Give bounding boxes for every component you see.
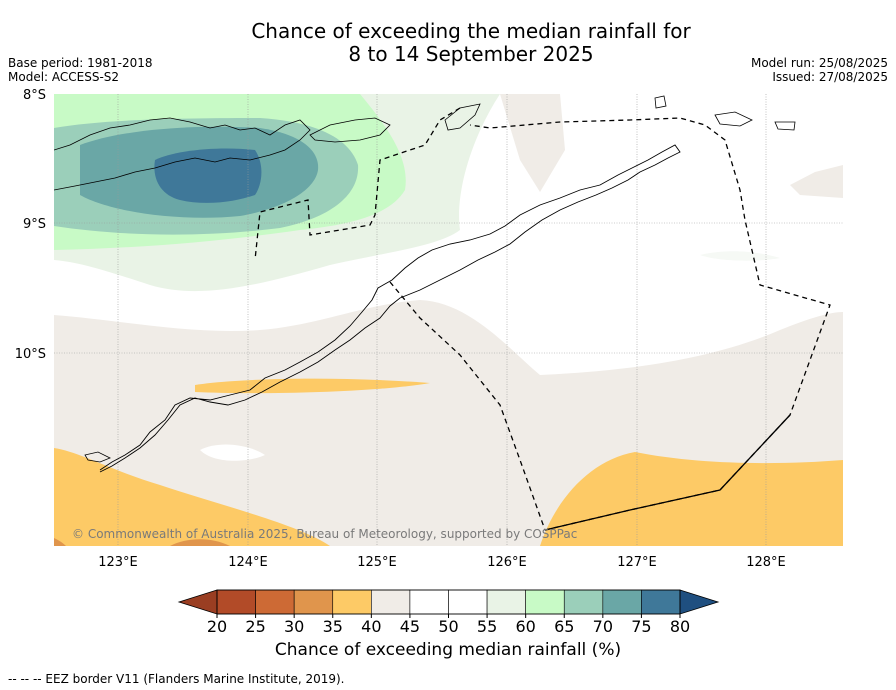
- colorbar-label: Chance of exceeding median rainfall (%): [274, 640, 622, 660]
- eez-border: [254, 107, 831, 531]
- lon-label-128e: 128°E: [746, 555, 786, 570]
- colorbar-segment: [216, 589, 256, 615]
- island-ne-1: [654, 95, 667, 109]
- colorbar-tick-label: 45: [400, 617, 420, 636]
- base-period-text: Base period: 1981-2018: [8, 56, 153, 70]
- colorbar-tick-label: 35: [323, 617, 343, 636]
- issued-text: Issued: 27/08/2025: [772, 70, 888, 84]
- colorbar-tick-label: 55: [477, 617, 497, 636]
- lon-label-124e: 124°E: [228, 555, 268, 570]
- map-title: Chance of exceeding the median rainfall …: [0, 20, 896, 66]
- island-ne-2: [714, 111, 753, 127]
- colorbar-segment: [409, 589, 449, 615]
- timor-coastline: [99, 144, 681, 473]
- graticule: [54, 94, 843, 546]
- lon-label-123e: 123°E: [98, 555, 138, 570]
- colorbar-tick-label: 50: [438, 617, 458, 636]
- colorbar-tick-label: 30: [284, 617, 304, 636]
- model-run-text: Model run: 25/08/2025: [750, 56, 888, 70]
- colorbar-tick-label: 60: [515, 617, 535, 636]
- lat-label-9s: 9°S: [23, 217, 46, 232]
- colorbar-tick-label: 80: [670, 617, 690, 636]
- band-45-55-pocket: [200, 444, 265, 461]
- colorbar-segment: [486, 589, 526, 615]
- flores-coastline: [54, 117, 311, 191]
- lat-label-10s: 10°S: [15, 347, 46, 362]
- colorbar-segment: [525, 589, 565, 615]
- lon-label-126e: 126°E: [487, 555, 527, 570]
- colorbar-segments: [216, 589, 681, 615]
- band-40-45-east: [790, 165, 843, 198]
- band-35-40-se: [540, 452, 843, 546]
- colorbar-segment: [255, 589, 295, 615]
- colorbar-segment: [332, 589, 372, 615]
- alor-coastline: [309, 117, 391, 143]
- colorbar-segment: [641, 589, 681, 615]
- lon-label-125e: 125°E: [357, 555, 397, 570]
- colorbar-tick-label: 75: [631, 617, 651, 636]
- colorbar-segment: [371, 589, 411, 615]
- colorbar-segment: [293, 589, 334, 615]
- title-line-1: Chance of exceeding the median rainfall …: [251, 19, 691, 43]
- colorbar-tick-label: 65: [554, 617, 574, 636]
- timor-land-border: [544, 414, 791, 531]
- lat-label-8s: 8°S: [23, 88, 46, 103]
- title-line-2: 8 to 14 September 2025: [348, 42, 594, 66]
- colorbar-over-arrow: [679, 589, 720, 615]
- meta-left: Base period: 1981-2018 Model: ACCESS-S2: [8, 56, 153, 84]
- band-30-35-corner: [54, 538, 66, 546]
- band-40-45-ne: [500, 94, 565, 192]
- model-text: Model: ACCESS-S2: [8, 70, 120, 84]
- colorbar-tick-label: 40: [361, 617, 381, 636]
- colorbar-tick-label: 20: [207, 617, 227, 636]
- copyright-notice: © Commonwealth of Australia 2025, Bureau…: [72, 527, 578, 541]
- band-55-60-east: [700, 251, 780, 261]
- colorbar-ticks: 20 25 30 35 40 45 50 55 60 65 70 75 80: [207, 614, 690, 636]
- eez-footnote: -- -- -- EEZ border V11 (Flanders Marine…: [8, 672, 345, 686]
- band-30-35-patch: [170, 539, 230, 546]
- lon-label-127e: 127°E: [617, 555, 657, 570]
- colorbar-tick-label: 25: [245, 617, 265, 636]
- colorbar-segment: [563, 589, 604, 615]
- colorbar-segment: [448, 589, 488, 615]
- map-plot-area: [54, 94, 843, 546]
- island-ne-3: [774, 121, 796, 131]
- colorbar-under-arrow: [177, 589, 218, 615]
- band-35-40-strip: [195, 378, 430, 394]
- colorbar-tick-label: 70: [593, 617, 613, 636]
- colorbar-segment: [602, 589, 642, 615]
- band-75-80: [154, 148, 262, 203]
- rote-coastline: [84, 451, 111, 463]
- meta-right: Model run: 25/08/2025 Issued: 27/08/2025: [751, 56, 888, 84]
- band-35-40-south: [54, 448, 330, 546]
